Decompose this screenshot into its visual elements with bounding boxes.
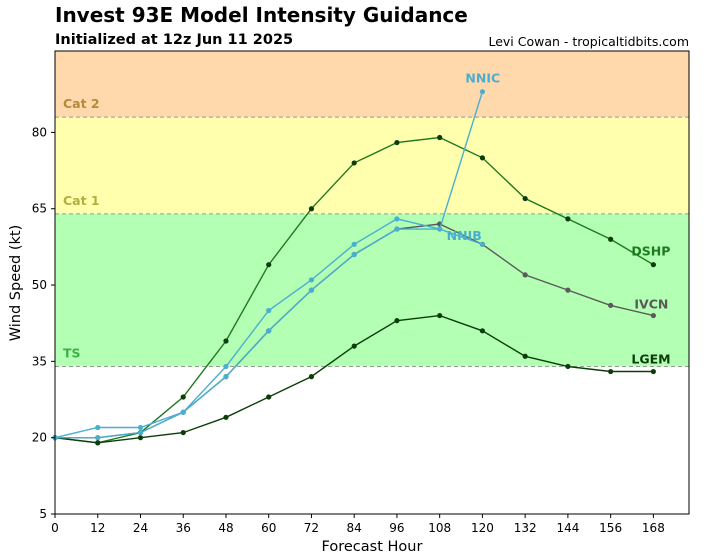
- x-axis-label: Forecast Hour: [322, 539, 423, 554]
- point-dshp: [522, 195, 528, 202]
- band-label-ts: TS: [63, 345, 81, 360]
- point-dshp: [650, 262, 656, 268]
- point-ivcn: [565, 287, 571, 293]
- point-dshp: [180, 394, 186, 400]
- series-label-nnic: NNIC: [465, 71, 500, 86]
- x-tick-label: 36: [176, 521, 191, 535]
- point-nnib: [394, 226, 400, 232]
- point-dshp: [565, 216, 571, 222]
- point-lgem: [437, 312, 443, 319]
- point-nnib: [223, 374, 229, 380]
- point-nnib: [266, 328, 272, 334]
- point-lgem: [180, 429, 186, 436]
- point-nnic: [95, 424, 101, 431]
- x-tick-label: 0: [51, 521, 59, 535]
- x-tick-label: 96: [389, 521, 404, 535]
- x-tick-label: 12: [90, 521, 105, 535]
- point-nnib: [479, 241, 486, 247]
- point-ivcn: [608, 302, 614, 308]
- point-dshp: [351, 160, 357, 166]
- x-tick-label: 108: [428, 521, 451, 535]
- point-lgem: [351, 343, 357, 349]
- category-bands: TS Cat 1 Cat 2: [55, 51, 689, 514]
- point-nnic: [351, 241, 357, 247]
- point-lgem: [608, 368, 614, 375]
- point-dshp: [608, 236, 614, 242]
- point-nnic: [137, 424, 144, 431]
- chart-credit: Levi Cowan - tropicaltidbits.com: [488, 34, 689, 49]
- point-lgem: [394, 318, 400, 324]
- band-label-cat-1: Cat 1: [63, 193, 100, 208]
- x-tick-label: 156: [599, 521, 622, 535]
- plot-series: DSHP IVCN LGEM NNIB NNIC: [52, 71, 671, 446]
- plot-frame: [54, 50, 690, 515]
- y-tick-label: 35: [32, 354, 47, 368]
- y-tick-label: 80: [32, 125, 47, 139]
- point-nnic: [266, 307, 272, 314]
- x-tick-label: 132: [514, 521, 537, 535]
- point-dshp: [479, 155, 486, 161]
- point-nnic: [180, 409, 186, 415]
- band-cat-1: [55, 117, 689, 214]
- point-nnic: [394, 216, 400, 222]
- point-lgem: [137, 435, 144, 441]
- point-nnib: [351, 251, 357, 258]
- point-lgem: [223, 414, 229, 420]
- point-dshp: [394, 139, 400, 146]
- y-tick-label: 5: [39, 507, 47, 521]
- point-nnic: [223, 363, 229, 370]
- x-tick-label: 84: [347, 521, 362, 535]
- point-nnic: [479, 89, 486, 95]
- x-tick-label: 120: [471, 521, 494, 535]
- point-nnib: [95, 435, 101, 441]
- x-tick-label: 144: [556, 521, 579, 535]
- band-cat-2: [55, 51, 689, 118]
- y-tick-label: 20: [32, 431, 47, 445]
- band-label-cat-2: Cat 2: [63, 96, 100, 111]
- x-tick-label: 72: [304, 521, 319, 535]
- band-ts: [55, 213, 689, 367]
- point-lgem: [266, 394, 272, 400]
- series-label-dshp: DSHP: [631, 244, 670, 259]
- series-label-nnib: NNIB: [447, 228, 482, 243]
- point-nnib: [308, 287, 315, 293]
- point-nnic: [308, 277, 315, 283]
- y-tick-label: 65: [32, 202, 47, 216]
- point-lgem: [308, 374, 315, 380]
- point-lgem: [95, 440, 101, 446]
- x-axis-ticks: 0 12 24 36 48 60 72 84 96 108 120 132 144 156 168: [51, 514, 665, 535]
- chart-title: Invest 93E Model Intensity Guidance: [55, 3, 468, 27]
- chart-subtitle: Initialized at 12z Jun 11 2025: [55, 32, 294, 48]
- point-lgem: [650, 368, 656, 375]
- point-dshp: [223, 338, 229, 344]
- point-lgem: [565, 363, 571, 370]
- x-tick-label: 168: [642, 521, 665, 535]
- x-tick-label: 60: [261, 521, 276, 535]
- point-dshp: [437, 134, 443, 141]
- series-label-lgem: LGEM: [631, 352, 670, 367]
- y-axis-label: Wind Speed (kt): [8, 225, 24, 342]
- point-nnib: [137, 429, 144, 436]
- point-ivcn: [522, 272, 528, 278]
- point-lgem: [479, 328, 486, 334]
- point-nnic: [437, 226, 443, 232]
- point-dshp: [308, 206, 315, 212]
- point-dshp: [266, 262, 272, 268]
- point-lgem: [522, 353, 528, 359]
- point-ivcn: [650, 312, 656, 319]
- x-tick-label: 24: [133, 521, 148, 535]
- y-tick-label: 50: [32, 278, 47, 292]
- series-label-ivcn: IVCN: [634, 297, 668, 312]
- y-axis-ticks: 5 20 35 50 65 80: [32, 125, 55, 521]
- x-tick-label: 48: [218, 521, 233, 535]
